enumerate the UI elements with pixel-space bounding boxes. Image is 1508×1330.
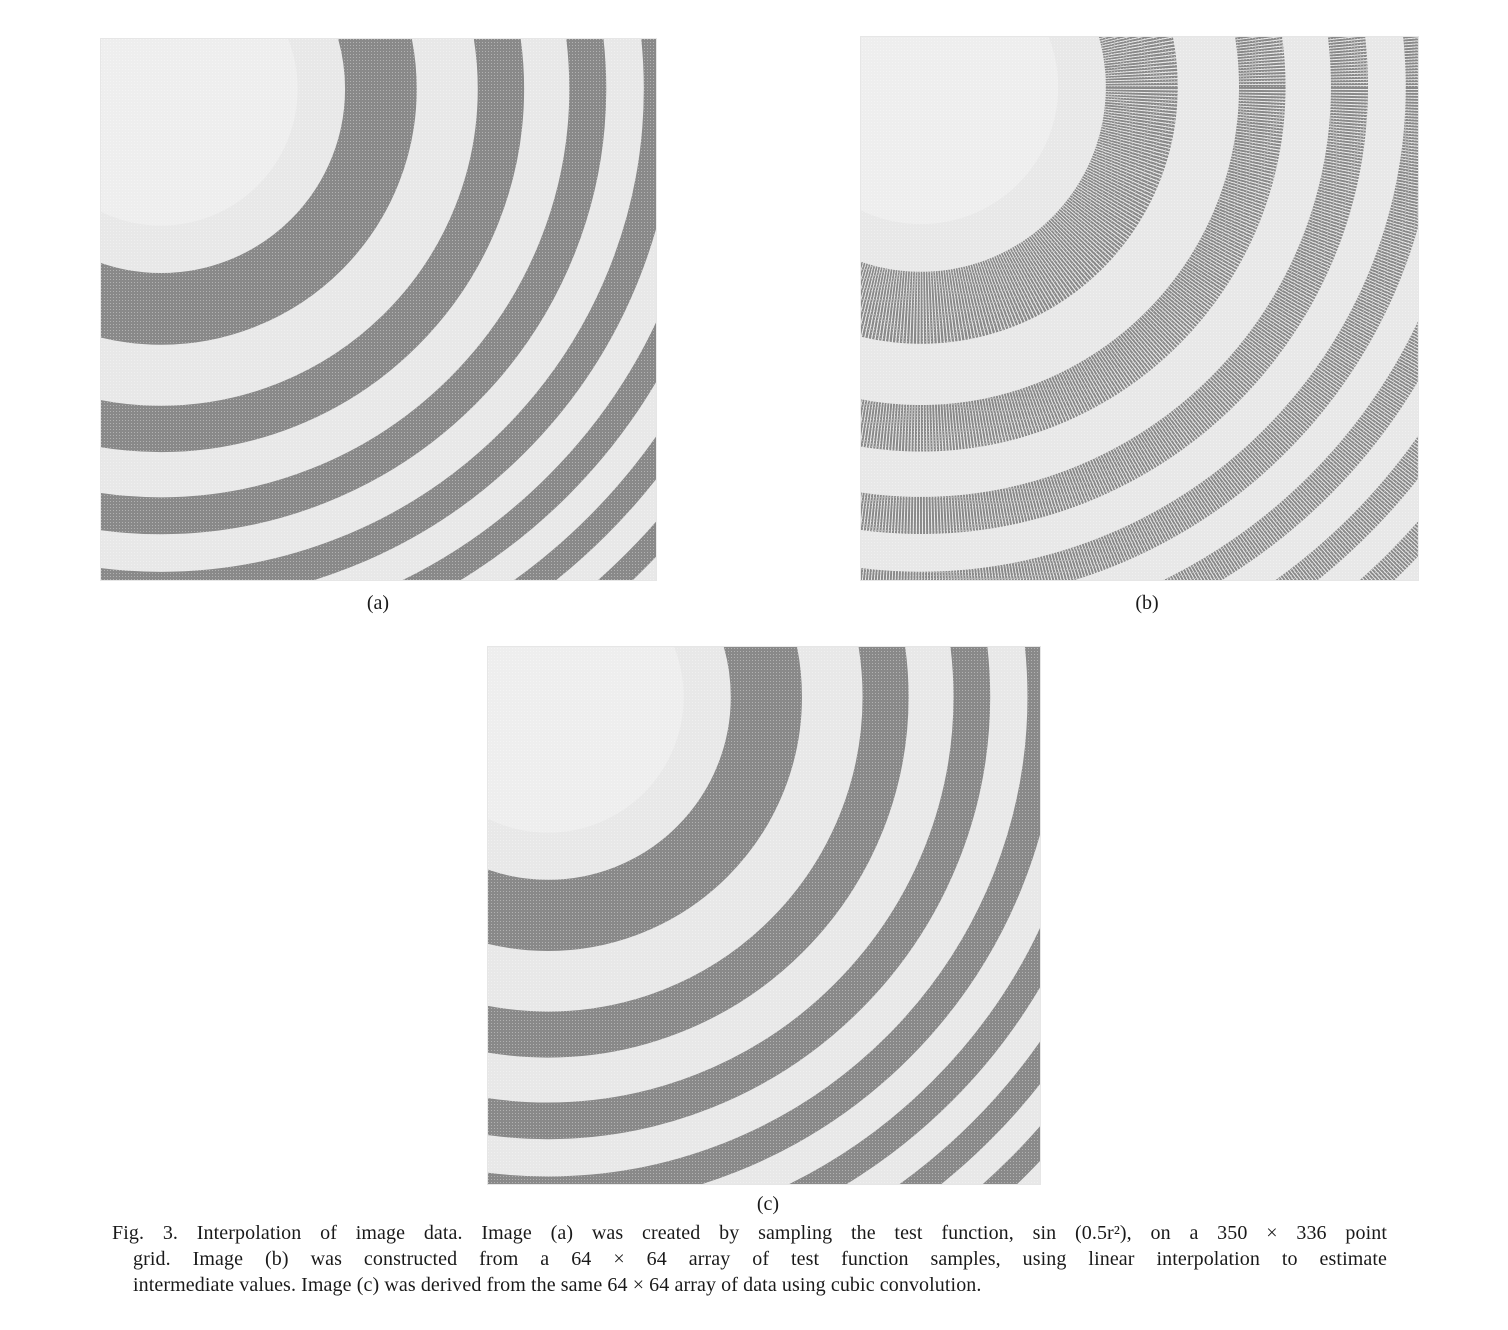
- ring-pattern-a: [101, 39, 656, 580]
- ring-pattern-b: [861, 37, 1418, 580]
- panel-label-c: (c): [756, 1193, 780, 1215]
- image-panel-c: [487, 646, 1041, 1185]
- figure-caption: Fig. 3. Interpolation of image data. Ima…: [112, 1220, 1387, 1298]
- ring-pattern-c: [488, 647, 1040, 1184]
- caption-line-2: grid. Image (b) was constructed from a 6…: [133, 1248, 1387, 1270]
- caption-line-1: Fig. 3. Interpolation of image data. Ima…: [112, 1222, 1387, 1244]
- image-panel-a: [100, 38, 657, 581]
- panel-label-a: (a): [366, 592, 390, 614]
- panel-label-b: (b): [1135, 592, 1159, 614]
- image-panel-b: [860, 36, 1419, 581]
- caption-line-3: intermediate values. Image (c) was deriv…: [133, 1274, 982, 1296]
